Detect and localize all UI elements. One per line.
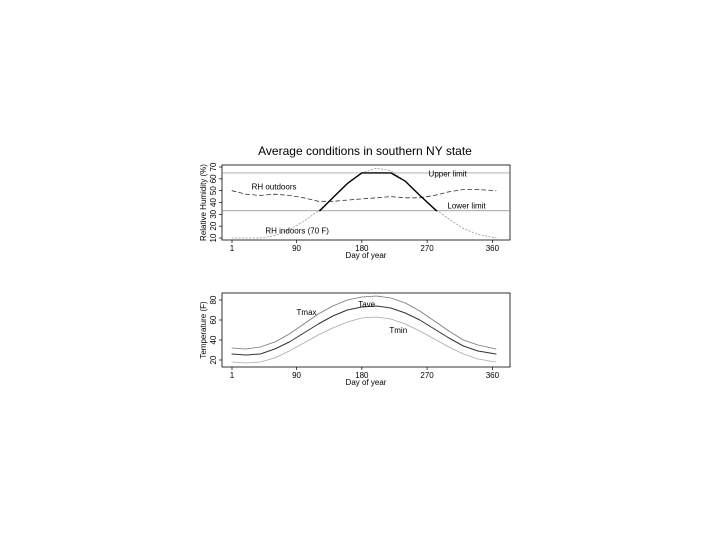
temperature-ytick-label: 60 xyxy=(209,315,218,324)
rh-ytick-label: 30 xyxy=(209,209,218,218)
rh-xtick-label: 180 xyxy=(355,244,369,253)
rh-xtick-label: 270 xyxy=(420,244,434,253)
rh-ytick-label: 50 xyxy=(209,186,218,195)
temperature-xtick-label: 360 xyxy=(486,371,500,380)
temperature-annotation: Tmax xyxy=(297,308,317,317)
temperature-xtick-label: 90 xyxy=(292,371,301,380)
rh-ytick-label: 70 xyxy=(209,162,218,171)
rh-ytick-label: 10 xyxy=(209,233,218,242)
temperature-ytick-label: 40 xyxy=(209,335,218,344)
rh-xtick-label: 360 xyxy=(486,244,500,253)
rh-annotation: RH indoors (70 F) xyxy=(265,226,329,235)
rh-xtick-label: 1 xyxy=(230,244,235,253)
temperature-ytick-label: 80 xyxy=(209,295,218,304)
rh-annotation: RH outdoors xyxy=(252,182,297,191)
rh-ytick-label: 40 xyxy=(209,198,218,207)
rh-panel: 1 90 180 270 360 10 20 30 40 50 60 70 Day of year Rel… xyxy=(199,162,511,260)
rh-ytick-label: 20 xyxy=(209,221,218,230)
temperature-series-line-1 xyxy=(231,305,497,356)
temperature-xtick-label: 180 xyxy=(355,371,369,380)
rh-x-axis-label: Day of year xyxy=(346,251,387,260)
temperature-series-line-0 xyxy=(231,295,497,350)
rh-xtick-label: 90 xyxy=(292,244,301,253)
temperature-annotation: Tmin xyxy=(389,326,407,335)
rh-annotation: Lower limit xyxy=(447,201,486,210)
temperature-annotation: Tave xyxy=(358,300,375,309)
temperature-series-line-2 xyxy=(231,316,497,364)
temperature-x-axis-label: Day of year xyxy=(346,378,387,387)
rh-ytick-label: 60 xyxy=(209,174,218,183)
temperature-xtick-label: 1 xyxy=(230,371,235,380)
rh-y-axis-label: Relative Humidity (%) xyxy=(199,164,208,241)
figure-title: Average conditions in southern NY state xyxy=(258,144,472,158)
temperature-panel: 1 90 180 270 360 20 40 60 80 Day of year Temperatu… xyxy=(199,292,511,387)
temperature-xtick-label: 270 xyxy=(420,371,434,380)
temperature-ytick-label: 20 xyxy=(209,355,218,364)
temperature-y-axis-label: Temperature (F) xyxy=(199,301,208,359)
rh-annotation: Upper limit xyxy=(429,169,468,178)
rh-series-line-0 xyxy=(231,189,497,202)
temperature-plot-frame xyxy=(221,292,511,368)
rh-series-line-2 xyxy=(319,172,438,212)
